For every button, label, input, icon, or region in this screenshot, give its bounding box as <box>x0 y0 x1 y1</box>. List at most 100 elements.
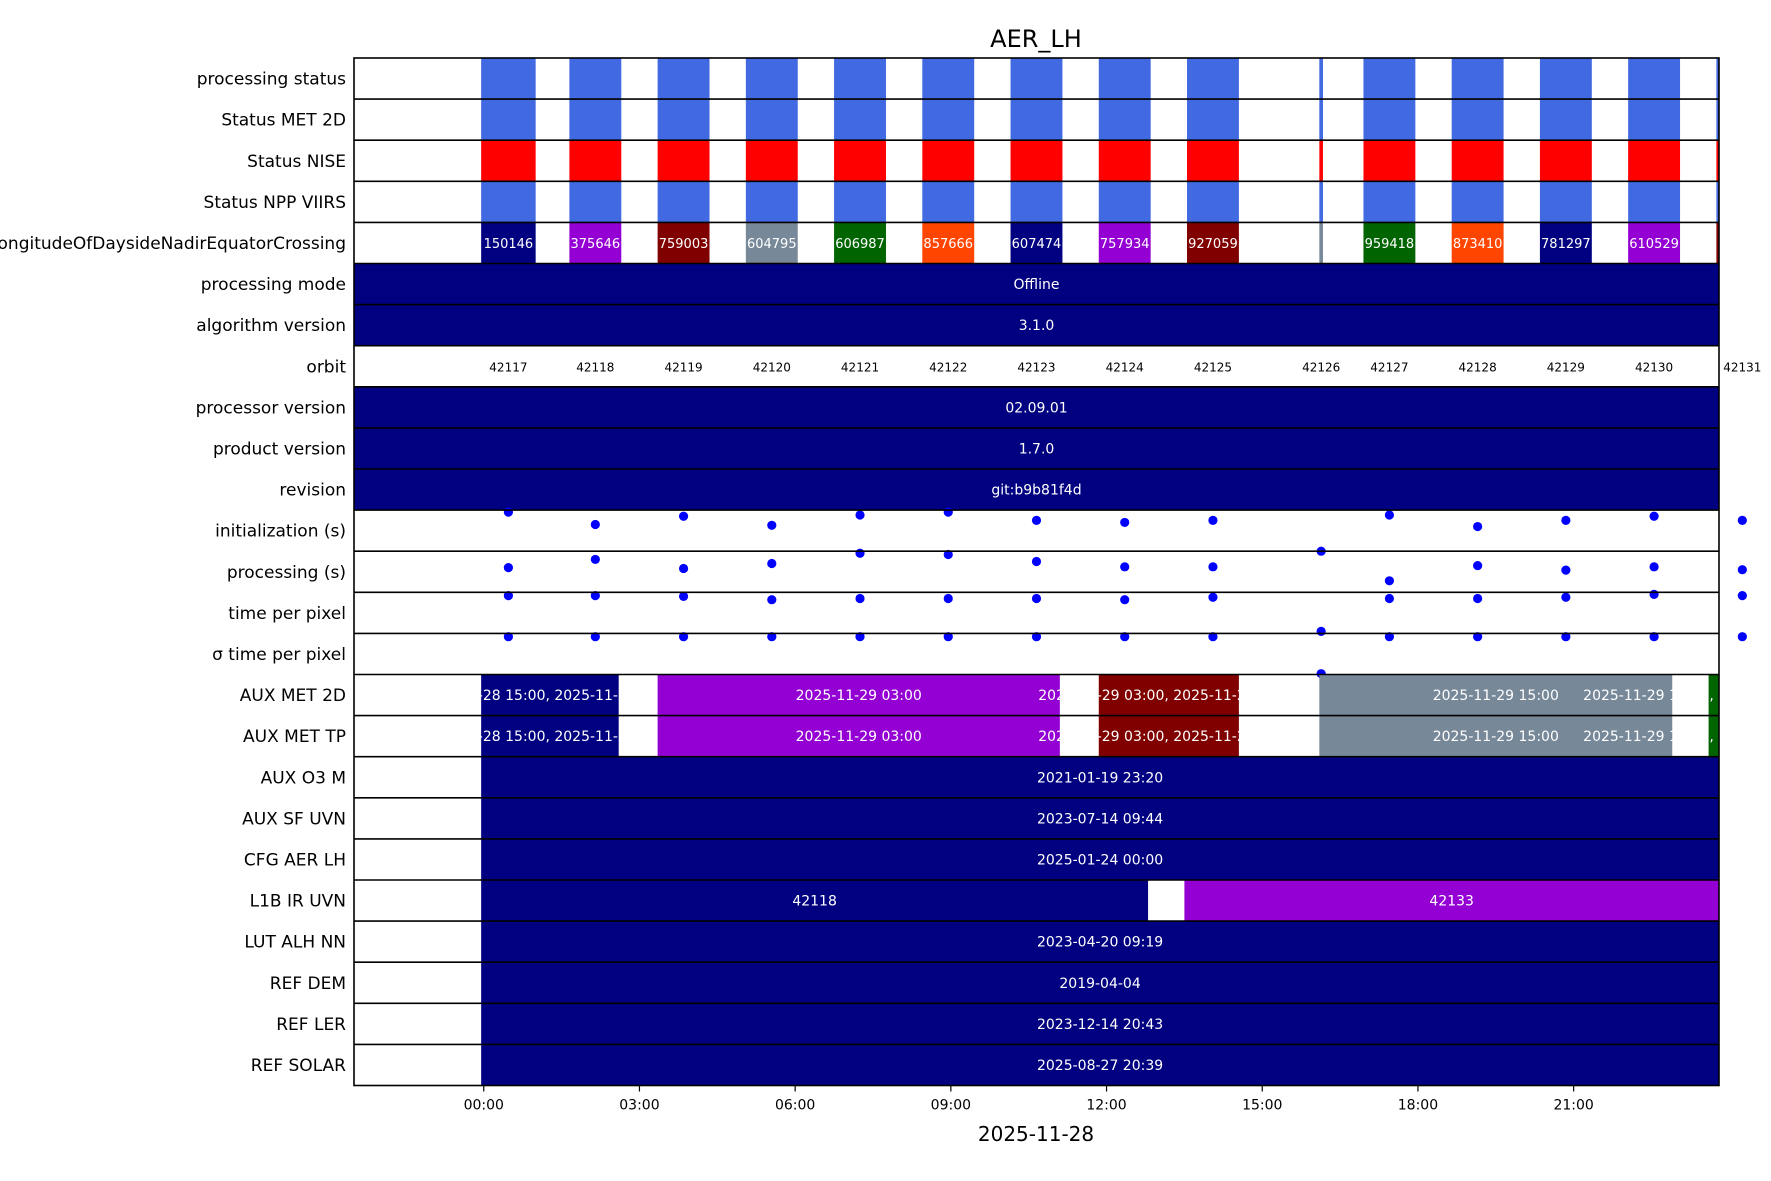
timeline-rows: processing status Status MET 2D Status NIS… <box>0 57 1771 1087</box>
aux-bar <box>481 674 619 716</box>
orbit-number: 42120 <box>753 360 791 374</box>
status-bar <box>1319 140 1323 182</box>
constant-value: 02.09.01 <box>1005 400 1067 416</box>
longitude-value: 610529 <box>1629 237 1679 252</box>
x-axis-ticks: 00:00 03:00 06:00 09:00 12:00 15:00 18:00 21:00 <box>464 1085 1594 1114</box>
status-bar <box>1628 181 1681 223</box>
scatter-point <box>767 595 777 605</box>
longitude-value: 781297 <box>1541 237 1591 252</box>
status-bar <box>1098 58 1151 100</box>
status-bar <box>657 99 710 141</box>
row-label: AUX MET TP <box>243 727 346 747</box>
scatter-point <box>943 549 953 560</box>
scatter-point <box>855 510 865 520</box>
status-bar <box>1716 140 1719 182</box>
status-bar <box>1319 99 1323 141</box>
aux-value: 2025-11-29 15:00 <box>1433 688 1559 704</box>
aux-bar <box>657 715 1060 757</box>
status-bar <box>1319 58 1323 100</box>
status-bar <box>1539 181 1592 223</box>
longitude-row: 150146 375646 759003 604795 606987 857666 6074… <box>481 222 1719 264</box>
row-label: REF LER <box>276 1015 346 1035</box>
aux-bar <box>1708 715 1719 757</box>
scatter-point <box>767 558 777 569</box>
aux-bar <box>481 962 1719 1004</box>
longitude-value: 857666 <box>923 237 973 252</box>
longitude-value: 873410 <box>1453 237 1503 252</box>
status-bar <box>569 58 622 100</box>
aux-bar <box>481 1003 1719 1045</box>
scatter-point <box>1561 632 1571 642</box>
aux-value: 2023-07-14 09:44 <box>1037 811 1163 827</box>
constant-value: 3.1.0 <box>1019 318 1055 334</box>
row-label: σ time per pixel <box>212 645 346 665</box>
longitude-bar <box>1098 222 1151 264</box>
status-bar <box>1451 99 1504 141</box>
longitude-bar <box>922 222 975 264</box>
scatter-point <box>1384 510 1395 520</box>
aux-value: 2025-11-29 03:00, 2025-11-29 15:00 <box>1038 729 1299 745</box>
status-bar <box>1539 99 1592 141</box>
scatter-point <box>1473 560 1483 571</box>
aux-bar <box>481 921 1719 963</box>
row-label: initialization (s) <box>215 522 346 542</box>
row-label: longitudeOfDaysideNadirEquatorCrossing <box>0 234 346 254</box>
longitude-value: 606987 <box>835 237 885 252</box>
scatter-point <box>943 507 953 517</box>
aux-value: 2025-11-29 03:00 <box>796 729 922 745</box>
longitude-bar <box>569 222 622 264</box>
longitude-bar <box>1363 222 1416 264</box>
aux-bar <box>481 1044 1719 1086</box>
constant-row: 1.7.0 <box>354 427 1719 469</box>
scatter-point <box>1120 517 1130 528</box>
status-bar <box>1539 58 1592 100</box>
scatter-point <box>1120 632 1130 642</box>
scatter-point <box>767 632 777 642</box>
status-bar <box>657 140 710 182</box>
x-tick-label: 15:00 <box>1242 1098 1282 1114</box>
scatter-point <box>678 511 689 521</box>
scatter-point <box>943 632 953 642</box>
scatter-point <box>1208 592 1218 602</box>
status-bar <box>657 58 710 100</box>
constant-value: git:b9b81f4d <box>991 483 1081 499</box>
status-bar <box>834 99 886 141</box>
constant-value: Offline <box>1014 277 1060 293</box>
longitude-bar <box>834 222 886 264</box>
status-bar <box>834 181 886 223</box>
row-label: time per pixel <box>228 604 346 624</box>
aux-value: 2025-11-29 15:00, 2025-11-30 03:00 <box>1583 729 1771 745</box>
scatter-point <box>678 632 689 642</box>
scatter-point <box>1384 593 1395 604</box>
scatter-point <box>590 590 600 601</box>
longitude-bar <box>745 222 798 264</box>
row-label: processing status <box>197 70 346 90</box>
scatter-point <box>1649 632 1659 642</box>
longitude-value: 604795 <box>747 237 797 252</box>
scatter-point <box>1120 595 1130 605</box>
scatter-point <box>1473 632 1483 642</box>
row-label: processing mode <box>201 275 346 295</box>
aux-row: 2019-04-04 <box>481 962 1719 1004</box>
scatter-row <box>503 632 1747 679</box>
scatter-point <box>1737 565 1747 575</box>
status-row <box>481 58 1719 100</box>
aux-value: 2025-08-27 20:39 <box>1037 1058 1163 1074</box>
constant-row: git:b9b81f4d <box>354 469 1719 511</box>
row-label: AUX SF UVN <box>242 809 346 829</box>
status-bar <box>1098 99 1151 141</box>
scatter-point <box>1031 593 1042 604</box>
scatter-point <box>1561 592 1571 602</box>
row-label: CFG AER LH <box>244 850 346 870</box>
longitude-bar <box>1628 222 1681 264</box>
scatter-point <box>1737 515 1747 525</box>
orbit-number: 42125 <box>1194 360 1232 374</box>
orbit-number: 42129 <box>1547 360 1585 374</box>
status-bar <box>834 140 886 182</box>
status-bar <box>481 140 536 182</box>
aux-bar <box>481 838 1719 880</box>
orbit-number: 42128 <box>1459 360 1497 374</box>
scatter-point <box>767 520 777 530</box>
scatter-point <box>943 593 953 604</box>
